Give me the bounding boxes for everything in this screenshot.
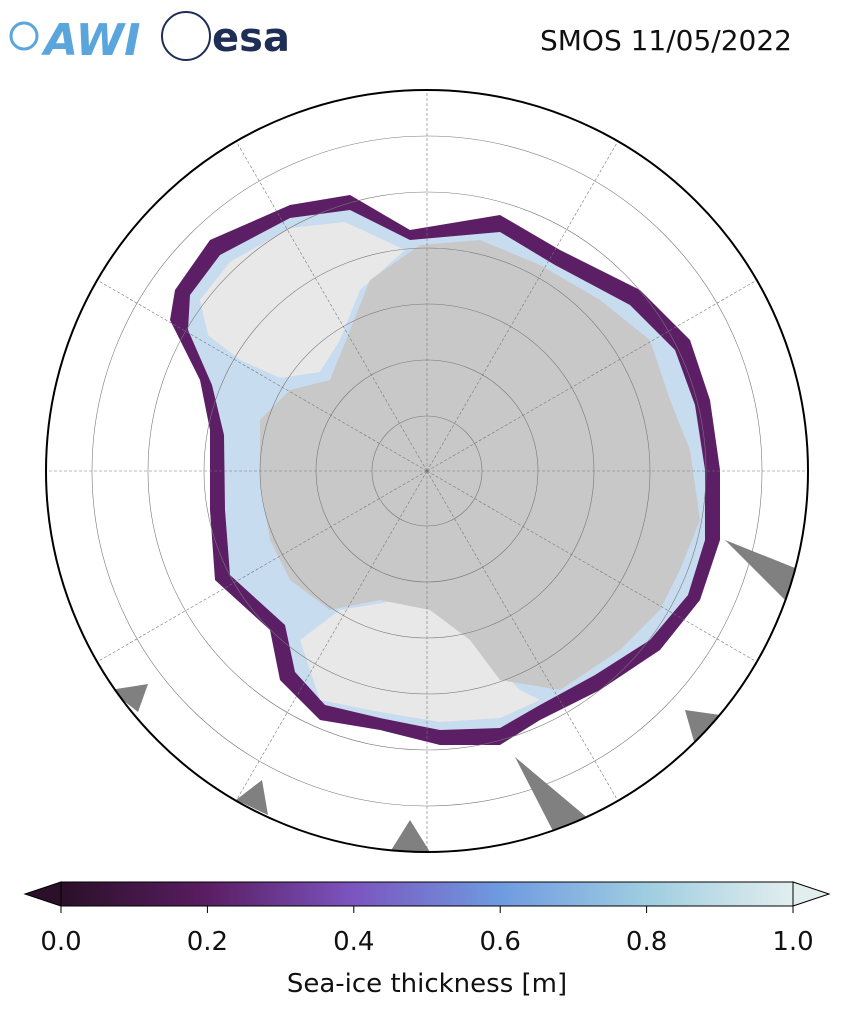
colorbar-tick-label: 0.8 bbox=[626, 927, 667, 957]
esa-icon bbox=[161, 11, 211, 61]
esa-logo: esa bbox=[212, 15, 290, 61]
colorbar-tick-label: 0.0 bbox=[40, 927, 81, 957]
colorbar-over bbox=[792, 881, 831, 907]
map-frame bbox=[45, 89, 809, 853]
map-title: SMOS 11/05/2022 bbox=[540, 24, 792, 57]
colorbar bbox=[23, 881, 831, 907]
colorbar-tick-label: 1.0 bbox=[772, 927, 813, 957]
awi-icon bbox=[9, 21, 39, 51]
map bbox=[46, 90, 808, 852]
colorbar-scale bbox=[60, 881, 794, 907]
antarctica bbox=[260, 240, 700, 690]
awi-logo: AWI bbox=[41, 15, 141, 66]
ross-ice bbox=[300, 600, 540, 722]
colorbar-under bbox=[23, 881, 62, 907]
colorbar-label: Sea-ice thickness [m] bbox=[287, 969, 567, 999]
colorbar-tick-label: 0.6 bbox=[480, 927, 521, 957]
weddell-ice bbox=[200, 222, 405, 378]
graticule bbox=[46, 90, 808, 852]
logos: AWI esa bbox=[9, 11, 290, 66]
colorbar-tick-label: 0.4 bbox=[333, 927, 374, 957]
colorbar-tick-label: 0.2 bbox=[187, 927, 228, 957]
